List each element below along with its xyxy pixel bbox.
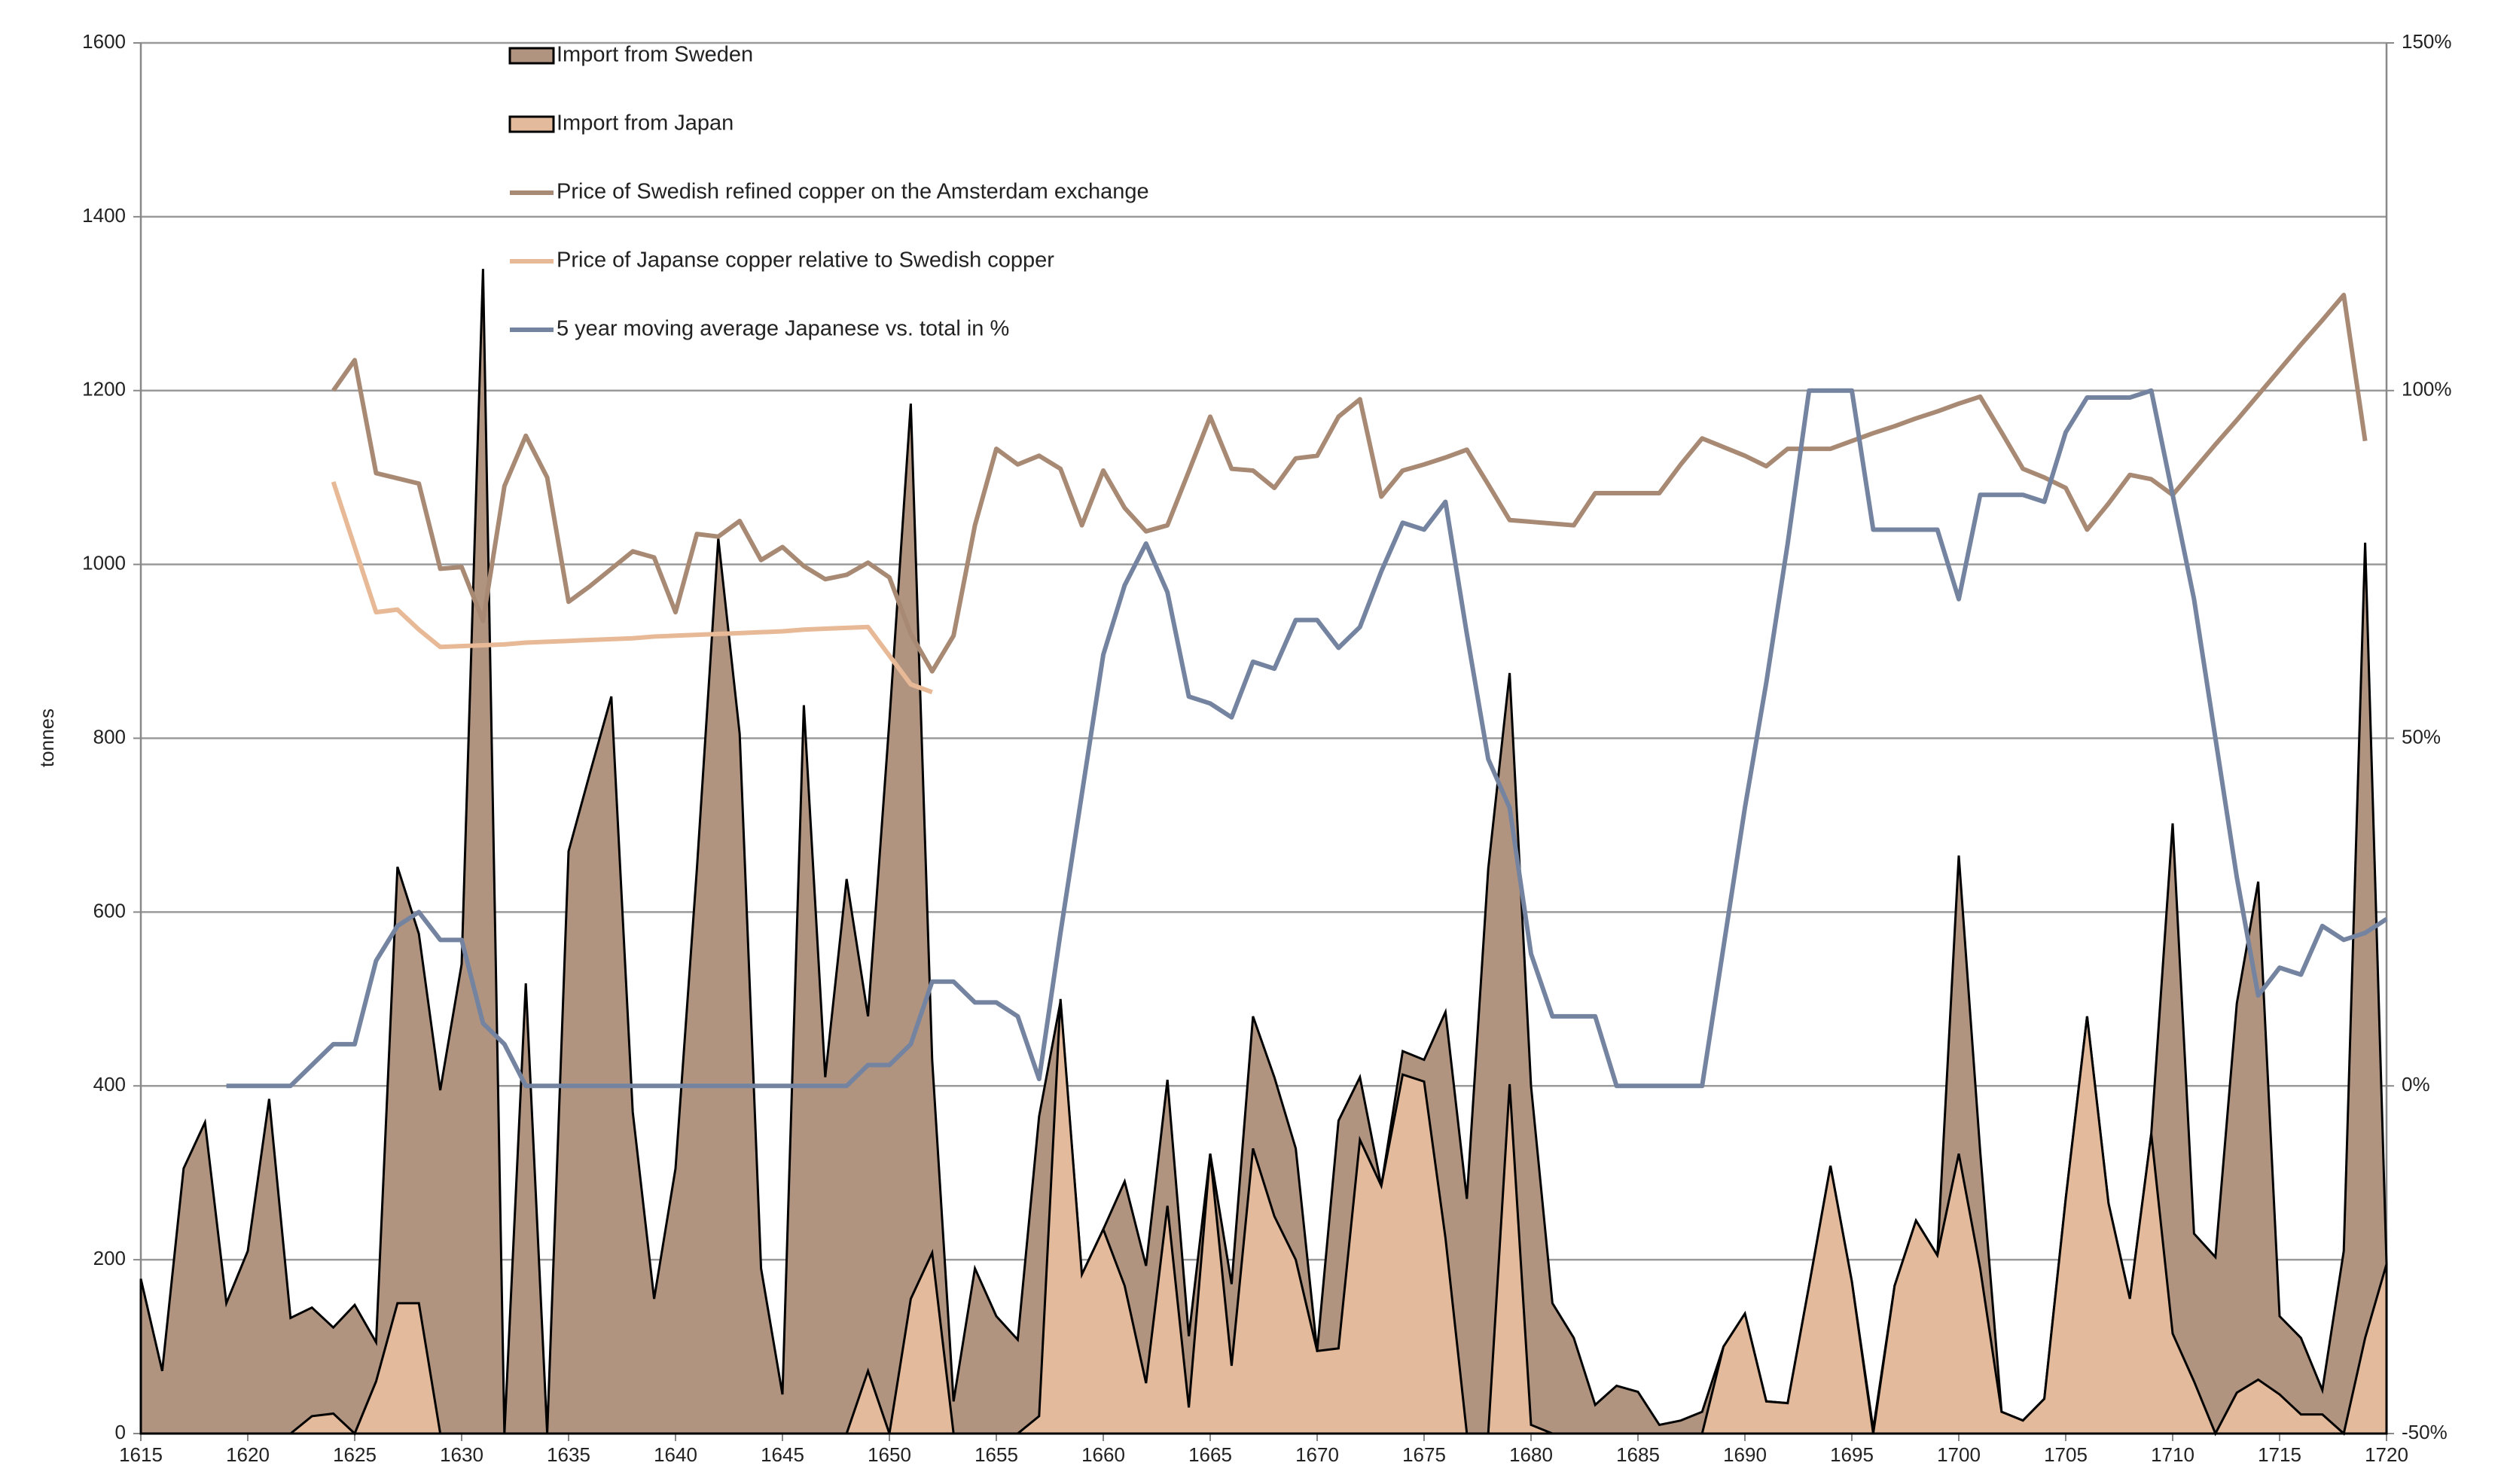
y-tick-label: 0 <box>115 1421 126 1443</box>
x-tick-label: 1705 <box>2044 1443 2088 1466</box>
y-tick-label: 1000 <box>82 552 126 574</box>
y-tick-label: 400 <box>93 1073 126 1095</box>
y2-tick-label: -50% <box>2402 1421 2448 1443</box>
x-tick-label: 1665 <box>1188 1443 1232 1466</box>
legend-label: Price of Swedish refined copper on the A… <box>557 180 1149 204</box>
y2-tick-label: 0% <box>2402 1073 2430 1095</box>
legend-label: Price of Japanse copper relative to Swed… <box>557 248 1054 273</box>
x-tick-label: 1670 <box>1295 1443 1339 1466</box>
x-tick-label: 1645 <box>761 1443 804 1466</box>
x-tick-label: 1715 <box>2258 1443 2301 1466</box>
legend-swatch <box>508 47 555 65</box>
y-tick-label: 1200 <box>82 378 126 401</box>
x-tick-label: 1620 <box>226 1443 270 1466</box>
y2-tick-label: 100% <box>2402 378 2452 401</box>
x-tick-label: 1700 <box>1937 1443 1981 1466</box>
x-tick-label: 1720 <box>2365 1443 2408 1466</box>
x-tick-label: 1690 <box>1723 1443 1767 1466</box>
legend-label: Import from Japan <box>557 111 734 136</box>
y2-tick-label: 150% <box>2402 30 2452 53</box>
y-tick-label: 1400 <box>82 204 126 227</box>
legend-label: 5 year moving average Japanese vs. total… <box>557 317 1009 341</box>
y-axis-title: tonnes <box>35 708 58 767</box>
x-tick-label: 1625 <box>333 1443 377 1466</box>
y-tick-label: 800 <box>93 725 126 748</box>
y-tick-label: 200 <box>93 1247 126 1269</box>
x-tick-label: 1615 <box>119 1443 163 1466</box>
x-tick-label: 1630 <box>440 1443 483 1466</box>
area <box>141 998 2388 1437</box>
x-tick-label: 1650 <box>868 1443 911 1466</box>
x-tick-label: 1660 <box>1081 1443 1125 1466</box>
y-tick-label: 1600 <box>82 30 126 53</box>
x-tick-label: 1695 <box>1830 1443 1874 1466</box>
legend-swatch <box>508 115 555 133</box>
legend-label: Import from Sweden <box>557 43 753 67</box>
line <box>331 481 933 695</box>
x-tick-label: 1675 <box>1402 1443 1446 1466</box>
y2-tick-label: 50% <box>2402 725 2441 748</box>
x-tick-label: 1655 <box>974 1443 1018 1466</box>
x-tick-label: 1710 <box>2151 1443 2194 1466</box>
line <box>226 388 2388 1089</box>
x-tick-label: 1680 <box>1509 1443 1553 1466</box>
x-tick-label: 1685 <box>1616 1443 1660 1466</box>
line <box>331 292 2368 674</box>
x-tick-label: 1635 <box>547 1443 590 1466</box>
y-tick-label: 600 <box>93 899 126 922</box>
x-tick-label: 1640 <box>654 1443 697 1466</box>
